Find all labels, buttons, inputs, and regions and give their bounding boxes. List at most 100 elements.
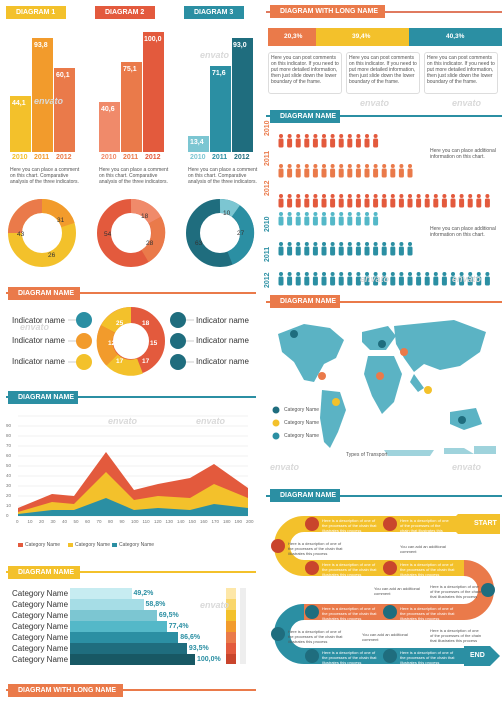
stair-row-bar bbox=[70, 588, 132, 599]
indicator-ribbon: DIAGRAM NAME bbox=[8, 287, 80, 300]
stair-row-label: Category Name bbox=[12, 644, 69, 653]
area-legend-swatch-3 bbox=[112, 543, 117, 547]
person-icon bbox=[398, 242, 404, 256]
area-x-tick: 40 bbox=[62, 519, 68, 524]
bar-d1-2012 bbox=[54, 68, 75, 152]
person-icon bbox=[330, 164, 336, 178]
person-icon bbox=[321, 194, 327, 208]
stair-row-bar bbox=[70, 632, 179, 643]
pct-value-1: 20,3% bbox=[284, 33, 303, 40]
area-x-tick: 120 bbox=[154, 519, 162, 524]
diagram-2-ribbon: DIAGRAM 2 bbox=[95, 6, 155, 19]
indicator-icon-r1 bbox=[170, 312, 186, 328]
indicator-svg bbox=[68, 307, 194, 376]
road-step-7: Here is a description of one of the proc… bbox=[322, 606, 377, 621]
watermark-6: envato bbox=[452, 274, 482, 284]
area-x-tick: 60 bbox=[85, 519, 91, 524]
watermark-5: envato bbox=[360, 274, 390, 284]
d2-year-2012: 2012 bbox=[145, 154, 161, 161]
stair-row-value: 100,0% bbox=[197, 656, 221, 663]
stair-row-label: Category Name bbox=[12, 622, 69, 631]
person-icon bbox=[433, 272, 439, 286]
person-icon bbox=[390, 164, 396, 178]
map-transport-label: Types of Transport bbox=[346, 452, 388, 458]
pct-comment-3-text: Here you can post comments on this indic… bbox=[427, 55, 495, 85]
person-icon bbox=[355, 272, 361, 286]
long-diagram-panel: DIAGRAM WITH LONG NAME 20,3% 39,4% 40,3%… bbox=[264, 0, 502, 110]
person-icon bbox=[321, 134, 327, 148]
bar-d1-2011 bbox=[32, 38, 53, 152]
road-step-icons bbox=[271, 517, 495, 663]
watermark-11: envato bbox=[270, 462, 300, 472]
person-icon bbox=[321, 164, 327, 178]
person-icon bbox=[312, 242, 318, 256]
stair-ribbon: DIAGRAM NAME bbox=[8, 566, 80, 579]
area-x-tick: 10 bbox=[27, 519, 33, 524]
area-legend-swatch-1 bbox=[18, 543, 23, 547]
person-icon bbox=[424, 194, 430, 208]
d1-donut-a: 43 bbox=[17, 231, 25, 238]
area-y-tick: 0 bbox=[6, 513, 9, 518]
people-title: DIAGRAM NAME bbox=[280, 113, 336, 120]
person-icon bbox=[416, 272, 422, 286]
area-x-tick: 70 bbox=[96, 519, 102, 524]
area-chart-panel: DIAGRAM NAME 0 10 20 30 40 50 60 70 80 90 0 10 20 30… bbox=[0, 386, 262, 556]
people-diagram-panel: DIAGRAM NAME 2010 2011 2012 2010 2011 20… bbox=[264, 108, 502, 290]
indicator-label-r2: Indicator name bbox=[196, 336, 249, 345]
person-icon bbox=[278, 272, 284, 286]
person-icon bbox=[304, 134, 310, 148]
continents bbox=[278, 320, 486, 448]
road-start-label: START bbox=[474, 520, 497, 527]
area-x-tick: 180 bbox=[223, 519, 231, 524]
person-icon bbox=[312, 212, 318, 226]
stair-row-label: Category Name bbox=[12, 633, 69, 642]
world-map-svg bbox=[272, 320, 496, 456]
diagram-3-title: DIAGRAM 3 bbox=[194, 9, 234, 16]
indicator-label-r1: Indicator name bbox=[196, 316, 249, 325]
indicator-label-l2: Indicator name bbox=[12, 336, 65, 345]
person-icon bbox=[312, 194, 318, 208]
person-icon bbox=[304, 242, 310, 256]
person-icon bbox=[355, 242, 361, 256]
bottom-ribbon: DIAGRAM WITH LONG NAME bbox=[8, 684, 123, 697]
d3-caption: Here you can place a comment on this cha… bbox=[188, 167, 258, 185]
d2-donut-b: 18 bbox=[141, 213, 149, 220]
bar-d1-2010 bbox=[10, 96, 31, 152]
stair-row-label: Category Name bbox=[12, 589, 69, 598]
donut-1 bbox=[8, 198, 76, 267]
d1-year-2012: 2012 bbox=[56, 154, 72, 161]
area-x-tick: 130 bbox=[165, 519, 174, 524]
person-icon bbox=[347, 164, 353, 178]
road-extra-3: You can add an additional comment bbox=[362, 632, 408, 642]
indicator-icon-r3 bbox=[170, 354, 186, 370]
person-icon bbox=[347, 134, 353, 148]
indicator-panel: DIAGRAM NAME Indicator name Indicator na… bbox=[0, 284, 262, 384]
area-y-tick: 50 bbox=[6, 463, 12, 468]
person-icon bbox=[330, 242, 336, 256]
d1-value-2012: 60,1 bbox=[56, 72, 70, 79]
person-icon bbox=[390, 272, 396, 286]
person-icon bbox=[295, 134, 301, 148]
area-title: DIAGRAM NAME bbox=[18, 394, 74, 401]
person-icon bbox=[398, 272, 404, 286]
diagram-1-ribbon: DIAGRAM 1 bbox=[6, 6, 66, 19]
area-legend-1: Category Name bbox=[25, 542, 61, 548]
stair-row-label: Category Name bbox=[12, 655, 69, 664]
person-icon bbox=[355, 212, 361, 226]
donut-2 bbox=[97, 199, 166, 267]
indicator-icon-l2 bbox=[76, 333, 92, 349]
person-icon bbox=[484, 194, 490, 208]
pct-comment-1: Here you can post comments on this indic… bbox=[268, 52, 342, 94]
area-x-tick: 160 bbox=[200, 519, 208, 524]
person-icon bbox=[416, 194, 422, 208]
pct-comment-2: Here you can post comments on this indic… bbox=[346, 52, 420, 94]
indicator-donut bbox=[96, 307, 165, 376]
person-icon bbox=[364, 212, 370, 226]
diagram-2-title: DIAGRAM 2 bbox=[105, 9, 145, 16]
indicator-val-2: 18 bbox=[142, 320, 150, 327]
map-pins bbox=[290, 330, 466, 424]
pct-bar-3 bbox=[409, 28, 502, 46]
bottom-divider bbox=[6, 689, 256, 691]
person-icon bbox=[330, 272, 336, 286]
stair-row-value: 69,5% bbox=[158, 612, 179, 619]
